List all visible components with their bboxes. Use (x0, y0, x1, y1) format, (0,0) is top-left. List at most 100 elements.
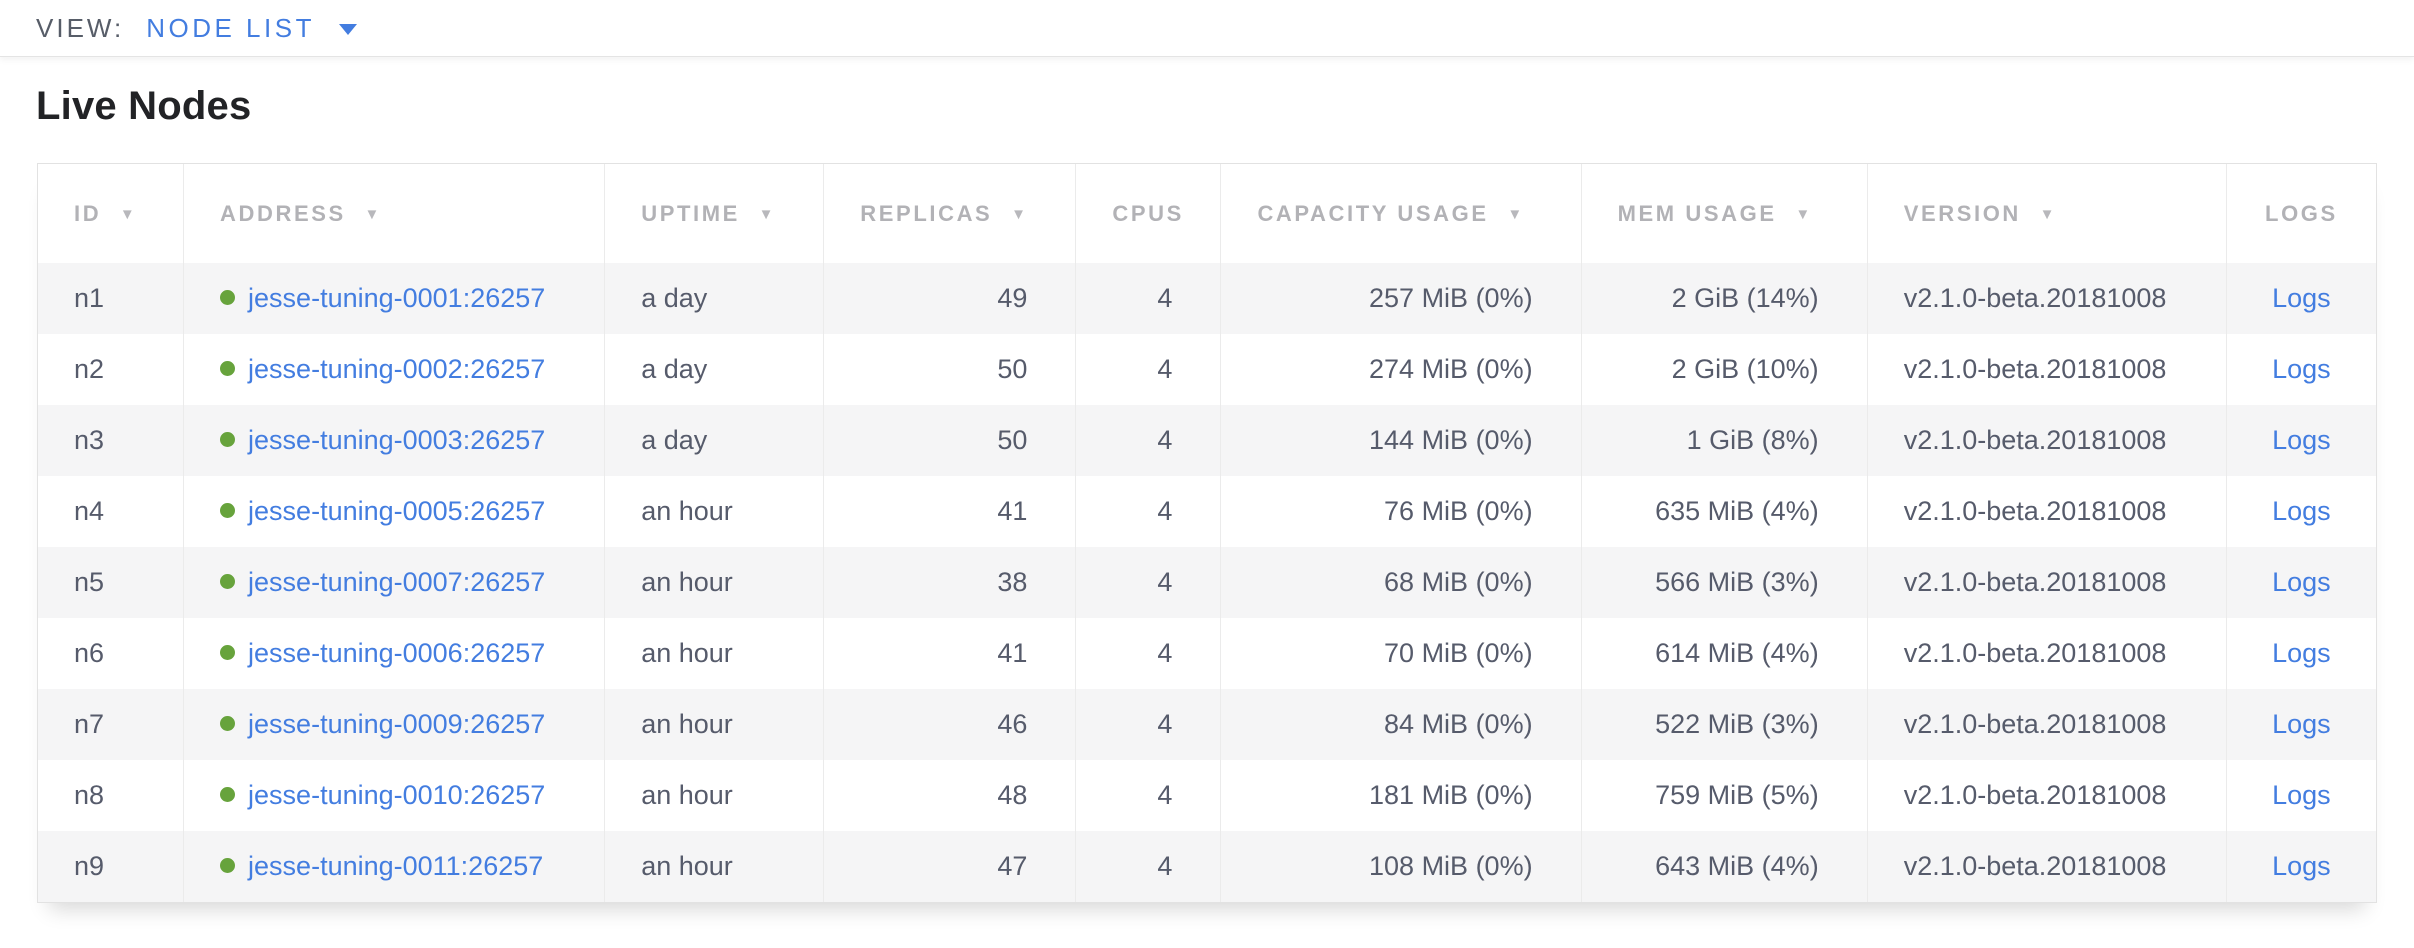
cell-cpus: 4 (1076, 689, 1222, 760)
node-status-icon (220, 716, 236, 731)
logs-link[interactable]: Logs (2272, 425, 2331, 455)
table-row: n8 jesse-tuning-0010:26257 an hour 48 4 … (38, 760, 2376, 831)
cell-logs: Logs (2226, 405, 2376, 476)
cell-address: jesse-tuning-0007:26257 (184, 547, 606, 618)
address-link[interactable]: jesse-tuning-0002:26257 (248, 354, 546, 384)
sort-arrow-icon: ▼ (1507, 205, 1525, 223)
address-link[interactable]: jesse-tuning-0003:26257 (248, 425, 546, 455)
logs-link[interactable]: Logs (2272, 283, 2331, 313)
address-link[interactable]: jesse-tuning-0006:26257 (248, 638, 546, 668)
table-row: n6 jesse-tuning-0006:26257 an hour 41 4 … (38, 618, 2376, 689)
node-status-icon (220, 361, 236, 376)
sort-arrow-icon: ▼ (1011, 205, 1029, 223)
logs-link[interactable]: Logs (2272, 496, 2331, 526)
cell-mem-usage: 635 MiB (4%) (1581, 476, 1868, 547)
address-link[interactable]: jesse-tuning-0011:26257 (248, 851, 544, 881)
column-header-replicas[interactable]: REPLICAS ▼ (824, 164, 1077, 263)
node-status-icon (220, 432, 236, 447)
column-header-uptime[interactable]: UPTIME ▼ (605, 164, 825, 263)
column-header-address[interactable]: ADDRESS ▼ (184, 164, 606, 263)
cell-mem-usage: 2 GiB (14%) (1581, 263, 1868, 334)
cell-version: v2.1.0-beta.20181008 (1867, 334, 2227, 405)
page-title: Live Nodes (36, 84, 252, 128)
cell-replicas: 46 (824, 689, 1077, 760)
cell-version: v2.1.0-beta.20181008 (1867, 618, 2227, 689)
cell-cpus: 4 (1076, 618, 1222, 689)
cell-cpus: 4 (1076, 405, 1222, 476)
cell-capacity-usage: 181 MiB (0%) (1221, 760, 1582, 831)
sort-arrow-icon: ▼ (119, 205, 138, 223)
cell-node-id: n9 (38, 831, 185, 902)
cell-mem-usage: 614 MiB (4%) (1581, 618, 1868, 689)
table-header: ID ▼ ADDRESS ▼ UPTIME ▼ REPLICAS ▼ CPUS … (38, 164, 2376, 263)
node-status-icon (220, 574, 236, 589)
cell-uptime: an hour (605, 831, 825, 902)
cell-replicas: 48 (824, 760, 1077, 831)
cell-capacity-usage: 70 MiB (0%) (1221, 618, 1582, 689)
column-header-version[interactable]: VERSION ▼ (1867, 164, 2227, 263)
cell-uptime: a day (605, 405, 825, 476)
chevron-down-icon (338, 24, 357, 35)
cell-node-id: n4 (38, 476, 185, 547)
cell-node-id: n8 (38, 760, 185, 831)
node-status-icon (220, 858, 236, 873)
cell-capacity-usage: 84 MiB (0%) (1221, 689, 1582, 760)
cell-uptime: an hour (605, 547, 825, 618)
cell-mem-usage: 759 MiB (5%) (1581, 760, 1868, 831)
cell-mem-usage: 566 MiB (3%) (1581, 547, 1868, 618)
address-link[interactable]: jesse-tuning-0001:26257 (248, 283, 546, 313)
logs-link[interactable]: Logs (2272, 354, 2331, 384)
cell-version: v2.1.0-beta.20181008 (1867, 547, 2227, 618)
column-header-label: ADDRESS (220, 200, 346, 226)
sort-arrow-icon: ▼ (2039, 205, 2058, 223)
logs-link[interactable]: Logs (2272, 780, 2331, 810)
view-selector-dropdown[interactable]: NODE LIST (146, 13, 357, 44)
column-header-id[interactable]: ID ▼ (38, 164, 185, 263)
logs-link[interactable]: Logs (2272, 851, 2331, 881)
address-link[interactable]: jesse-tuning-0005:26257 (248, 496, 546, 526)
live-nodes-table: ID ▼ ADDRESS ▼ UPTIME ▼ REPLICAS ▼ CPUS … (37, 163, 2377, 903)
cell-uptime: a day (605, 334, 825, 405)
table-row: n9 jesse-tuning-0011:26257 an hour 47 4 … (38, 831, 2376, 902)
cell-mem-usage: 522 MiB (3%) (1581, 689, 1868, 760)
column-header-label: MEM USAGE (1617, 200, 1777, 226)
cell-version: v2.1.0-beta.20181008 (1867, 405, 2227, 476)
column-header-capacity[interactable]: CAPACITY USAGE ▼ (1221, 164, 1582, 263)
address-link[interactable]: jesse-tuning-0009:26257 (248, 709, 546, 739)
live-nodes-table-container: ID ▼ ADDRESS ▼ UPTIME ▼ REPLICAS ▼ CPUS … (37, 163, 2377, 903)
cell-uptime: an hour (605, 476, 825, 547)
cell-cpus: 4 (1076, 263, 1222, 334)
node-status-icon (220, 787, 236, 802)
cell-replicas: 50 (824, 334, 1077, 405)
cell-node-id: n5 (38, 547, 185, 618)
cell-version: v2.1.0-beta.20181008 (1867, 476, 2227, 547)
cell-address: jesse-tuning-0010:26257 (184, 760, 606, 831)
column-header-mem[interactable]: MEM USAGE ▼ (1581, 164, 1868, 263)
cell-capacity-usage: 68 MiB (0%) (1221, 547, 1582, 618)
address-link[interactable]: jesse-tuning-0007:26257 (248, 567, 546, 597)
cell-uptime: an hour (605, 689, 825, 760)
address-link[interactable]: jesse-tuning-0010:26257 (248, 780, 546, 810)
cell-node-id: n6 (38, 618, 185, 689)
logs-link[interactable]: Logs (2272, 638, 2331, 668)
cell-cpus: 4 (1076, 476, 1222, 547)
table-row: n1 jesse-tuning-0001:26257 a day 49 4 25… (38, 263, 2376, 334)
table-row: n3 jesse-tuning-0003:26257 a day 50 4 14… (38, 405, 2376, 476)
cell-cpus: 4 (1076, 760, 1222, 831)
cell-mem-usage: 1 GiB (8%) (1581, 405, 1868, 476)
node-status-icon (220, 290, 236, 305)
table-row: n4 jesse-tuning-0005:26257 an hour 41 4 … (38, 476, 2376, 547)
cell-address: jesse-tuning-0009:26257 (184, 689, 606, 760)
column-header-label: LOGS (2265, 200, 2338, 226)
cell-capacity-usage: 76 MiB (0%) (1221, 476, 1582, 547)
cell-logs: Logs (2226, 831, 2376, 902)
cell-logs: Logs (2226, 334, 2376, 405)
cell-uptime: an hour (605, 760, 825, 831)
logs-link[interactable]: Logs (2272, 709, 2331, 739)
cell-logs: Logs (2226, 476, 2376, 547)
cell-cpus: 4 (1076, 831, 1222, 902)
logs-link[interactable]: Logs (2272, 567, 2331, 597)
cell-capacity-usage: 274 MiB (0%) (1221, 334, 1582, 405)
cell-address: jesse-tuning-0002:26257 (184, 334, 606, 405)
